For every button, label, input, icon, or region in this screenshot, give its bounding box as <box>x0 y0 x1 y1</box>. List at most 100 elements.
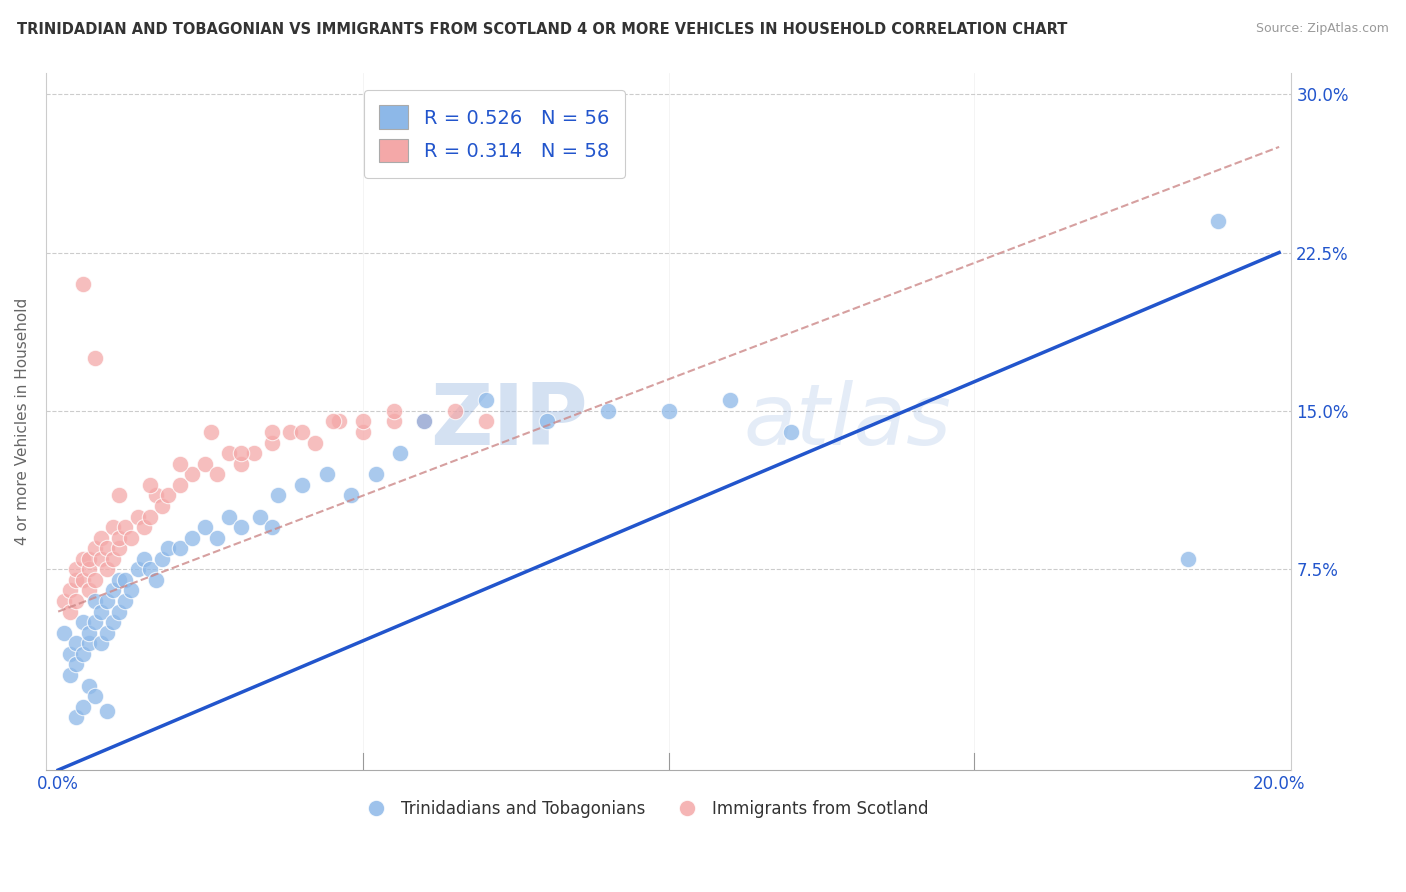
Point <box>315 467 337 482</box>
Point <box>127 509 149 524</box>
Point <box>132 520 155 534</box>
Y-axis label: 4 or more Vehicles in Household: 4 or more Vehicles in Household <box>15 298 30 545</box>
Point <box>218 446 240 460</box>
Point <box>194 457 217 471</box>
Point <box>114 520 136 534</box>
Point <box>352 415 374 429</box>
Point <box>108 541 131 556</box>
Point <box>231 457 253 471</box>
Point <box>231 520 253 534</box>
Point <box>382 415 405 429</box>
Point <box>536 415 558 429</box>
Point <box>1177 551 1199 566</box>
Point <box>1206 214 1229 228</box>
Point <box>65 636 87 650</box>
Text: Source: ZipAtlas.com: Source: ZipAtlas.com <box>1256 22 1389 36</box>
Point <box>157 488 180 502</box>
Point <box>132 551 155 566</box>
Point <box>65 657 87 672</box>
Point <box>328 415 350 429</box>
Point <box>77 551 100 566</box>
Point <box>83 615 105 629</box>
Point <box>205 531 228 545</box>
Point <box>77 636 100 650</box>
Point <box>260 520 283 534</box>
Point <box>114 573 136 587</box>
Text: atlas: atlas <box>744 380 952 463</box>
Point <box>658 404 681 418</box>
Point <box>108 488 131 502</box>
Point <box>718 393 741 408</box>
Point <box>96 704 118 718</box>
Point <box>127 562 149 576</box>
Point <box>291 425 314 439</box>
Point <box>139 562 162 576</box>
Point <box>83 689 105 703</box>
Point <box>242 446 264 460</box>
Point <box>200 425 222 439</box>
Legend: Trinidadians and Tobagonians, Immigrants from Scotland: Trinidadians and Tobagonians, Immigrants… <box>353 793 935 824</box>
Point <box>90 551 112 566</box>
Point <box>65 710 87 724</box>
Point <box>72 699 94 714</box>
Point <box>218 509 240 524</box>
Point <box>352 425 374 439</box>
Point <box>120 583 142 598</box>
Point <box>101 551 124 566</box>
Point <box>96 594 118 608</box>
Point <box>413 415 436 429</box>
Point <box>77 562 100 576</box>
Point <box>77 679 100 693</box>
Point <box>83 594 105 608</box>
Point <box>72 615 94 629</box>
Point <box>194 520 217 534</box>
Point <box>59 605 82 619</box>
Point <box>413 415 436 429</box>
Point <box>278 425 301 439</box>
Point <box>145 573 167 587</box>
Point <box>260 425 283 439</box>
Point <box>65 573 87 587</box>
Point <box>108 573 131 587</box>
Point <box>413 415 436 429</box>
Point <box>474 393 496 408</box>
Point <box>340 488 363 502</box>
Point <box>145 488 167 502</box>
Point <box>205 467 228 482</box>
Point <box>181 467 204 482</box>
Point <box>96 562 118 576</box>
Point <box>72 573 94 587</box>
Point <box>249 509 271 524</box>
Point <box>169 541 191 556</box>
Point <box>90 531 112 545</box>
Point <box>83 351 105 365</box>
Point <box>267 488 290 502</box>
Point <box>596 404 619 418</box>
Point <box>96 625 118 640</box>
Point <box>139 478 162 492</box>
Point <box>59 583 82 598</box>
Point <box>53 594 76 608</box>
Point <box>83 541 105 556</box>
Point <box>53 625 76 640</box>
Point <box>779 425 801 439</box>
Point <box>157 541 180 556</box>
Point <box>108 531 131 545</box>
Point <box>120 531 142 545</box>
Point <box>59 647 82 661</box>
Point <box>77 625 100 640</box>
Point <box>65 562 87 576</box>
Point <box>169 478 191 492</box>
Point <box>96 541 118 556</box>
Point <box>291 478 314 492</box>
Point <box>364 467 387 482</box>
Point <box>139 509 162 524</box>
Point <box>72 277 94 292</box>
Point <box>304 435 326 450</box>
Point <box>181 531 204 545</box>
Point <box>83 573 105 587</box>
Point <box>260 435 283 450</box>
Point <box>389 446 412 460</box>
Point <box>101 615 124 629</box>
Point <box>474 415 496 429</box>
